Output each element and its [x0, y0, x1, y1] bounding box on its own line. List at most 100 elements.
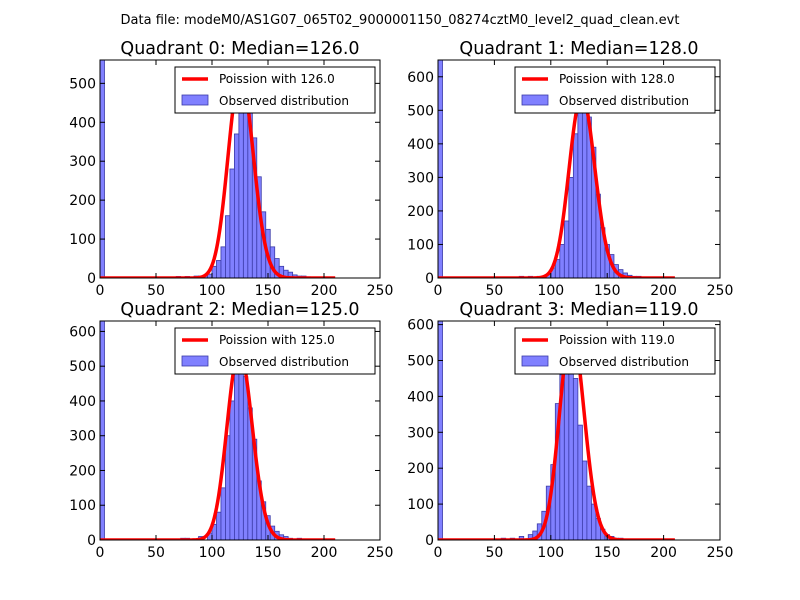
histogram-bar — [568, 176, 574, 278]
y-tick-label: 500 — [69, 359, 96, 375]
subplot-quadrant-0: 0 50 100 150 200 250 0 100 200 300 400 500 Quadrant … — [69, 39, 393, 299]
legend-label-poisson: Poission with 125.0 — [219, 333, 335, 347]
subplot-title: Quadrant 0: Median=126.0 — [120, 39, 359, 59]
figure-title: Data file: modeM0/AS1G07_065T02_90000011… — [121, 13, 680, 28]
histogram-bar — [229, 168, 235, 278]
legend-bar-swatch — [181, 355, 209, 367]
x-tick-label: 250 — [707, 283, 734, 299]
x-tick-label: 0 — [434, 283, 443, 299]
y-tick-label: 400 — [407, 389, 434, 405]
axes-frame — [99, 320, 381, 541]
x-tick-label: 50 — [485, 545, 503, 561]
histogram-bar — [572, 378, 579, 540]
subplot-quadrant-3: 0 50 100 150 200 250 0 100 200 300 400 500 600 Quadra… — [407, 300, 733, 561]
y-tick-label: 300 — [407, 170, 434, 186]
y-tick-label: 600 — [407, 70, 434, 86]
y-tick-label: 300 — [407, 425, 434, 441]
y-tick-label: 0 — [425, 533, 434, 549]
y-tick-label: 200 — [407, 461, 434, 477]
legend-label-observed: Observed distribution — [559, 355, 689, 369]
y-tick-label: 500 — [69, 76, 96, 92]
y-tick-label: 400 — [69, 394, 96, 410]
y-tick-label: 600 — [69, 324, 96, 340]
y-tick-label: 400 — [69, 115, 96, 131]
x-tick-label: 250 — [367, 545, 394, 561]
legend-label-poisson: Poission with 126.0 — [219, 72, 335, 86]
x-tick-label: 150 — [594, 283, 621, 299]
legend: Poission with 126.0 Observed distribution — [174, 66, 376, 114]
subplot-quadrant-1: 0 50 100 150 200 250 0 100 200 300 400 500 600 Quadra… — [407, 39, 733, 299]
y-tick-label: 0 — [425, 271, 434, 287]
y-tick-label: 400 — [407, 137, 434, 153]
subplot-quadrant-2: 0 50 100 150 200 250 0 100 200 300 400 500 600 Quadra… — [69, 300, 393, 561]
subplot-title: Quadrant 3: Median=119.0 — [459, 300, 698, 320]
histogram-bar — [563, 220, 570, 278]
x-tick-label: 200 — [311, 283, 338, 299]
legend: Poission with 128.0 Observed distribution — [514, 66, 716, 114]
histogram-bar — [216, 511, 222, 540]
histogram-bar — [581, 103, 588, 278]
legend-bar-swatch — [521, 94, 549, 106]
x-tick-label: 100 — [199, 545, 226, 561]
x-tick-label: 100 — [199, 283, 226, 299]
histogram-bar — [438, 321, 443, 540]
histogram-bar — [100, 60, 105, 278]
histogram-bar — [229, 400, 235, 540]
histogram-bar — [233, 133, 240, 278]
histogram-bar — [568, 352, 574, 540]
legend-label-observed: Observed distribution — [219, 94, 349, 108]
histogram-bar — [577, 424, 583, 540]
y-tick-label: 100 — [69, 232, 96, 248]
legend: Poission with 125.0 Observed distribution — [174, 327, 376, 375]
y-tick-label: 100 — [69, 498, 96, 514]
histogram-bar — [563, 351, 570, 540]
x-tick-label: 200 — [650, 545, 677, 561]
histogram-bar — [216, 260, 222, 278]
y-tick-label: 300 — [69, 154, 96, 170]
x-tick-label: 250 — [367, 283, 394, 299]
x-tick-label: 0 — [434, 545, 443, 561]
legend-bar-swatch — [521, 355, 549, 367]
histogram-bar — [100, 321, 105, 540]
x-tick-label: 50 — [485, 283, 503, 299]
legend-bar-swatch — [181, 94, 209, 106]
y-tick-label: 200 — [407, 204, 434, 220]
histogram-bar — [577, 109, 583, 278]
legend-label-poisson: Poission with 128.0 — [559, 72, 675, 86]
histogram-bar — [238, 358, 244, 540]
histogram-bar — [438, 60, 443, 278]
x-tick-label: 100 — [537, 283, 564, 299]
y-tick-label: 500 — [407, 103, 434, 119]
x-tick-label: 200 — [650, 283, 677, 299]
y-tick-label: 200 — [69, 193, 96, 209]
histogram-bar — [559, 244, 565, 278]
x-tick-label: 50 — [147, 545, 165, 561]
histogram-bar — [242, 376, 249, 540]
subplot-title: Quadrant 1: Median=128.0 — [459, 39, 698, 59]
axes-frame — [437, 59, 721, 279]
histogram-bar — [572, 133, 579, 278]
x-tick-label: 0 — [96, 545, 105, 561]
histogram-bar — [220, 487, 226, 540]
axes-frame — [437, 320, 721, 541]
subplot-grid: 0 50 100 150 200 2500100200300400500Quadrant … — [69, 39, 733, 561]
histogram-bar — [586, 485, 592, 540]
x-tick-label: 50 — [147, 283, 165, 299]
x-tick-label: 250 — [707, 545, 734, 561]
y-tick-label: 0 — [87, 271, 96, 287]
legend: Poission with 119.0 Observed distribution — [514, 327, 716, 375]
x-tick-label: 150 — [594, 545, 621, 561]
y-tick-label: 200 — [69, 463, 96, 479]
legend-label-poisson: Poission with 119.0 — [559, 333, 675, 347]
legend-label-observed: Observed distribution — [219, 355, 349, 369]
y-tick-label: 100 — [407, 497, 434, 513]
histogram-bar — [225, 435, 231, 540]
y-tick-label: 600 — [407, 318, 434, 334]
histogram-bar — [225, 215, 231, 278]
histogram-bar — [238, 110, 244, 278]
x-tick-label: 200 — [311, 545, 338, 561]
legend-label-observed: Observed distribution — [559, 94, 689, 108]
histogram-bar — [220, 246, 226, 278]
histogram-bar — [518, 536, 525, 540]
